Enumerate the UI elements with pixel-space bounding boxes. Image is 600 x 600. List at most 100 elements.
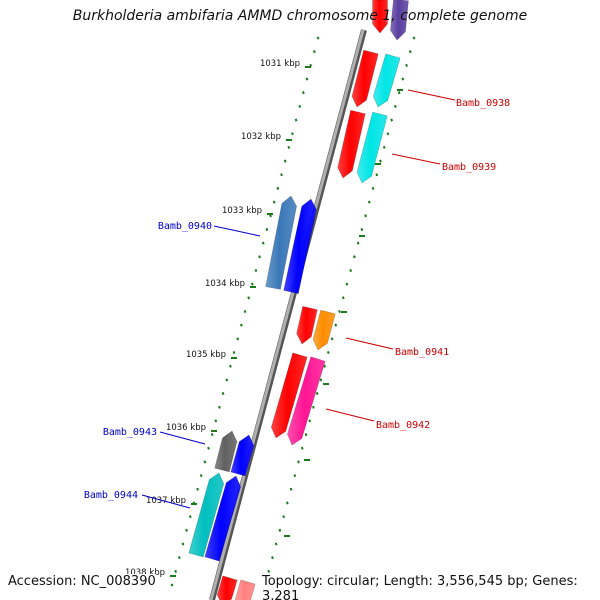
track-dot <box>276 186 280 190</box>
gene-leader-line <box>391 153 441 165</box>
track-dot <box>386 132 390 136</box>
bottom-feature-cds-arrow[interactable] <box>234 579 256 600</box>
bamb-0942-gene-arrow[interactable] <box>270 352 308 439</box>
track-dot <box>254 268 258 272</box>
bamb-0939-gene-arrow[interactable] <box>337 109 366 179</box>
track-dot <box>338 309 341 314</box>
track-dot <box>297 460 300 464</box>
bamb-0943-cds-arrow[interactable] <box>230 434 255 477</box>
gene-leader-line <box>407 89 456 101</box>
bottom-feature-gene-arrow[interactable] <box>216 575 238 600</box>
track-dot <box>283 159 287 163</box>
gene-label-bamb-0944[interactable]: Bamb_0944 <box>84 490 138 501</box>
top-feature-cds-arrow[interactable] <box>390 0 409 41</box>
track-dot <box>397 91 401 95</box>
track-dot <box>298 104 302 108</box>
track-dot <box>401 77 405 81</box>
track-dot <box>236 337 240 341</box>
track-dot <box>265 227 269 231</box>
gene-label-bamb-0938[interactable]: Bamb_0938 <box>456 98 510 109</box>
map-title: Burkholderia ambifaria AMMD chromosome 1… <box>72 8 528 24</box>
track-dot <box>221 392 225 396</box>
track-dot <box>312 405 315 409</box>
reverse-track-dots <box>170 36 320 587</box>
track-dot <box>196 487 199 491</box>
track-dot <box>302 91 305 95</box>
track-dot <box>267 569 271 573</box>
track-dot <box>353 255 356 259</box>
track-dot <box>214 419 218 423</box>
track-dot <box>240 323 243 327</box>
track-dot <box>308 419 312 423</box>
kbp-tick-label: 1032 kbp <box>241 132 281 142</box>
accession-text: Accession: NC_008390 <box>8 574 156 589</box>
bamb-0939-cds-arrow[interactable] <box>356 111 388 184</box>
kbp-tick-label: 1035 kbp <box>186 350 226 360</box>
track-dot <box>375 173 379 177</box>
track-dot <box>247 296 250 300</box>
kbp-tick-label: 1036 kbp <box>166 423 206 433</box>
topology-text: Topology: circular; Length: 3,556,545 bp… <box>262 574 600 600</box>
gene-label-bamb-0940[interactable]: Bamb_0940 <box>158 221 212 232</box>
track-dot <box>326 351 330 355</box>
track-dot <box>287 145 291 149</box>
track-dot <box>188 515 192 519</box>
bamb-0942-cds-arrow[interactable] <box>287 356 326 446</box>
track-dot <box>177 556 181 560</box>
track-dot <box>379 159 382 163</box>
bamb-0944-cds-arrow[interactable] <box>204 475 242 562</box>
bamb-0944-gene-arrow[interactable] <box>188 472 225 558</box>
track-dot <box>300 446 304 450</box>
track-dot <box>394 104 397 108</box>
track-dot <box>319 378 323 382</box>
bamb-0941-gene-arrow[interactable] <box>296 306 318 345</box>
track-dot <box>405 63 408 67</box>
track-dot <box>313 50 316 54</box>
bamb-0938-cds-arrow[interactable] <box>372 53 401 108</box>
track-dot <box>289 487 293 491</box>
track-dot <box>278 528 282 532</box>
kbp-tick-label: 1034 kbp <box>205 279 245 289</box>
gene-label-bamb-0943[interactable]: Bamb_0943 <box>103 427 157 438</box>
kbp-tick-label: 1033 kbp <box>222 206 262 216</box>
bamb-0941-cds-arrow[interactable] <box>312 309 336 351</box>
track-dot <box>304 433 308 437</box>
bamb-0943-gene-arrow[interactable] <box>214 430 238 473</box>
track-dot <box>390 118 393 122</box>
bamb-0938-gene-arrow[interactable] <box>351 49 379 108</box>
track-dot <box>185 528 188 532</box>
track-dot <box>218 405 221 409</box>
track-dot <box>174 569 177 573</box>
track-dot <box>316 36 320 40</box>
track-dot <box>274 542 278 546</box>
track-dot <box>360 227 364 231</box>
track-dot <box>294 118 298 122</box>
track-dot <box>334 323 338 327</box>
track-dot <box>305 77 309 81</box>
track-dot <box>199 474 203 478</box>
track-dot <box>229 364 232 368</box>
track-dot <box>181 542 185 546</box>
track-dot <box>371 186 375 190</box>
track-dot <box>330 337 334 341</box>
track-dot <box>271 556 274 560</box>
track-dot <box>243 309 247 314</box>
track-dot <box>367 200 371 204</box>
backbone-highlight <box>209 29 365 600</box>
track-dot <box>210 433 214 437</box>
gene-leader-line <box>325 408 375 422</box>
top-feature-gene-arrow[interactable] <box>372 0 388 34</box>
track-dot <box>261 241 265 245</box>
bamb-0940-gene-arrow[interactable] <box>265 195 297 290</box>
bamb-0940-cds-arrow[interactable] <box>283 198 317 294</box>
gene-label-bamb-0939[interactable]: Bamb_0939 <box>442 162 496 173</box>
track-dot <box>291 132 294 136</box>
track-dot <box>250 282 254 286</box>
kbp-tick-label: 1038 kbp <box>125 568 165 578</box>
track-dot <box>315 392 319 396</box>
gene-label-bamb-0942[interactable]: Bamb_0942 <box>376 420 430 431</box>
gene-label-bamb-0941[interactable]: Bamb_0941 <box>395 347 449 358</box>
track-dot <box>170 583 174 587</box>
forward-track-dots <box>263 36 416 587</box>
